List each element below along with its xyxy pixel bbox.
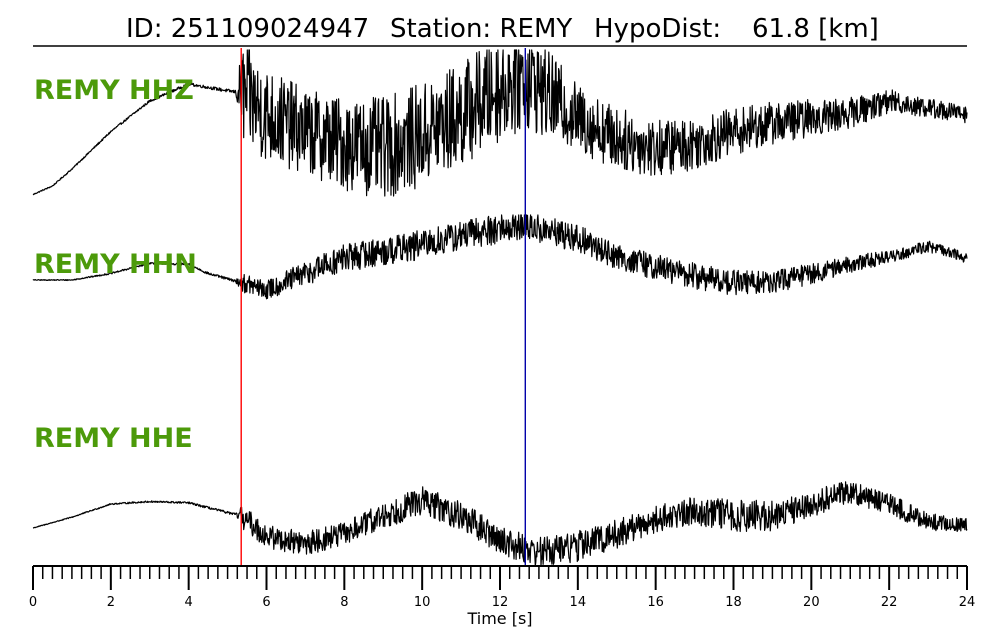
x-tick-label: 22 <box>881 595 898 610</box>
x-tick-label: 0 <box>29 595 37 610</box>
x-tick-label: 2 <box>107 595 115 610</box>
trace-labels-group: REMY HHZ REMY HHN REMY HHE <box>34 75 197 454</box>
x-tick-label: 12 <box>492 595 509 610</box>
x-tick-label: 4 <box>185 595 193 610</box>
x-tick-label: 8 <box>340 595 348 610</box>
x-tick-label: 20 <box>803 595 820 610</box>
x-axis-label: Time [s] <box>466 609 532 628</box>
waveform-trace <box>32 481 968 567</box>
time-axis: 0 2 4 6 8 10 12 14 16 18 20 22 24 <box>29 565 976 610</box>
phase-picks-group <box>240 48 526 566</box>
waveform-trace <box>32 214 968 300</box>
x-tick-label: 10 <box>414 595 431 610</box>
x-tick-label: 18 <box>725 595 742 610</box>
trace-label: REMY HHN <box>34 249 197 280</box>
x-tick-label: 14 <box>570 595 587 610</box>
title-hypodist-value: 61.8 [km] <box>752 14 879 44</box>
trace-label: REMY HHE <box>34 423 193 454</box>
title-station: Station: REMY <box>390 14 572 44</box>
waveform-trace <box>32 49 968 197</box>
traces-group <box>32 49 968 567</box>
title-id: ID: 251109024947 <box>126 14 369 44</box>
title-hypodist-label: HypoDist: <box>594 14 721 44</box>
x-tick-label: 6 <box>262 595 270 610</box>
trace-label: REMY HHZ <box>34 75 194 106</box>
x-tick-label: 24 <box>959 595 976 610</box>
x-tick-label: 16 <box>647 595 664 610</box>
